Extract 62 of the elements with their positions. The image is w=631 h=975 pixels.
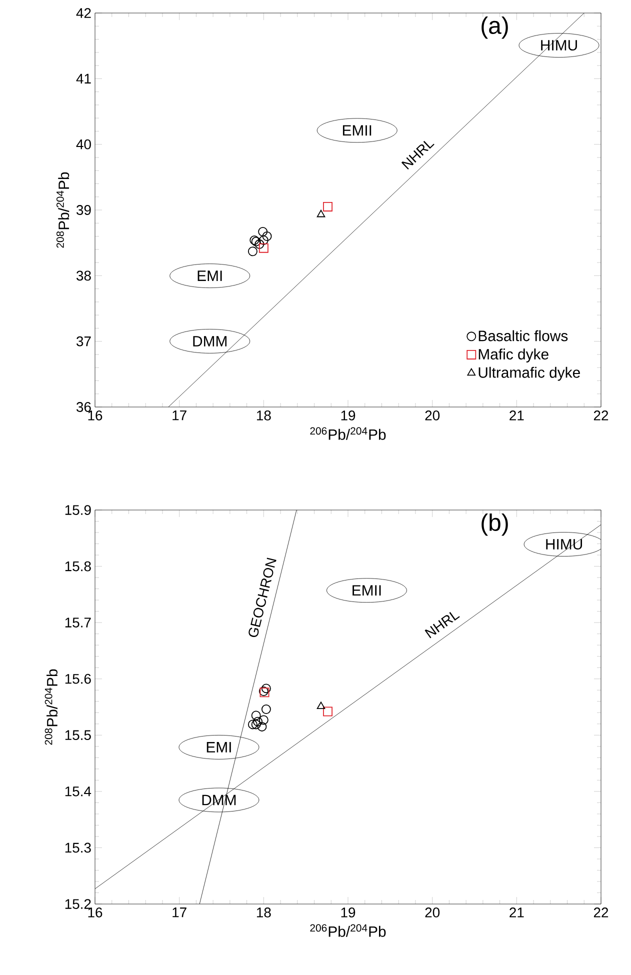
y-tick-label: 15.7 — [65, 618, 91, 628]
point — [323, 202, 332, 212]
annotation: EMI — [198, 270, 222, 281]
x-tick-label: 20 — [425, 410, 440, 420]
y-tick-label: 39 — [76, 205, 91, 215]
point — [316, 702, 326, 710]
x-axis-title: $^{206}$Pb/$^{204}$Pb — [310, 427, 386, 440]
y-tick-label: 42 — [76, 8, 91, 18]
point — [248, 246, 258, 256]
x-tick-label: 16 — [88, 908, 102, 918]
x-tick-label: 18 — [256, 410, 271, 420]
y-axis-title: $^{208}$Pb/$^{204}$Pb — [44, 669, 58, 745]
y-tick-label: 15.9 — [65, 505, 91, 515]
y-tick-label: 37 — [76, 336, 91, 346]
point — [262, 232, 272, 242]
point — [253, 716, 262, 726]
x-tick-label: 17 — [172, 410, 186, 420]
y-tick-label: 15.2 — [65, 899, 91, 909]
y-tick-label: 41 — [76, 74, 91, 84]
x-tick-label: 21 — [510, 410, 524, 420]
y-axis-title: $^{208}$Pb/$^{204}$Pb — [56, 172, 70, 248]
x-tick-label: 19 — [341, 410, 356, 420]
point — [323, 706, 332, 716]
x-tick-label: 20 — [425, 908, 440, 918]
annotation: DMM — [193, 336, 226, 346]
legend-label: Basaltic flows — [478, 330, 568, 342]
y-tick-label: 15.3 — [65, 842, 91, 853]
point — [258, 715, 268, 725]
annotation: EMII — [352, 585, 381, 596]
point — [261, 704, 271, 714]
point — [261, 684, 271, 694]
x-tick-label: 16 — [88, 410, 102, 420]
chart-title: (b) — [482, 513, 508, 536]
legend-label: Mafic dyke — [478, 348, 548, 362]
y-tick-label: 38 — [76, 270, 91, 281]
x-axis-title: $^{206}$Pb/$^{204}$Pb — [310, 924, 386, 937]
point — [258, 235, 268, 245]
y-tick-label: 40 — [76, 139, 91, 150]
x-tick-label: 18 — [256, 908, 271, 918]
x-tick-label: 21 — [510, 908, 524, 918]
y-tick-label: 15.4 — [65, 786, 92, 796]
y-tick-label: 15.6 — [65, 674, 91, 684]
annotation: EMI — [206, 742, 231, 752]
point — [248, 720, 258, 730]
legend-label: Ultramafic dyke — [478, 366, 580, 381]
point — [258, 243, 268, 253]
x-tick-label: 17 — [172, 908, 186, 918]
y-tick-label: 15.5 — [65, 730, 91, 740]
chart-title: (a) — [482, 16, 508, 39]
annotation: HIMU — [541, 40, 577, 51]
x-tick-label: 22 — [594, 908, 608, 918]
annotation: EMII — [342, 125, 372, 136]
point — [257, 722, 267, 732]
y-tick-label: 36 — [76, 402, 91, 412]
point — [251, 720, 261, 730]
point — [258, 226, 268, 236]
y-tick-label: 15.8 — [65, 561, 91, 572]
x-tick-label: 22 — [594, 410, 608, 420]
point — [251, 710, 261, 720]
point — [254, 239, 264, 249]
x-tick-label: 19 — [341, 908, 356, 918]
point — [316, 210, 326, 218]
